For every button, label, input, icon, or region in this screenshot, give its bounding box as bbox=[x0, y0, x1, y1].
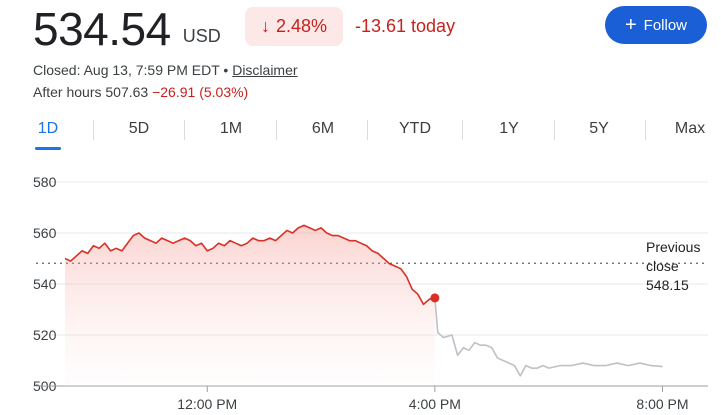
tab-1d[interactable]: 1D bbox=[33, 112, 63, 150]
tab-1m[interactable]: 1M bbox=[219, 120, 243, 137]
follow-button-label: Follow bbox=[643, 16, 688, 34]
tab-5y[interactable]: 5Y bbox=[589, 120, 609, 137]
closed-time: Closed: Aug 13, 7:59 PM EDT bbox=[33, 62, 220, 78]
range-tabs: 1D 5D 1M 6M YTD 1Y 5Y Max bbox=[0, 112, 721, 152]
regular-session-line bbox=[64, 224, 436, 306]
y-tick-label: 580 bbox=[33, 174, 57, 190]
tab-divider bbox=[276, 120, 277, 140]
y-tick-label: 520 bbox=[33, 327, 57, 343]
tab-divider bbox=[645, 120, 646, 140]
tab-divider bbox=[93, 120, 94, 140]
close-point-marker bbox=[430, 293, 440, 303]
change-absolute: -13.61 today bbox=[355, 16, 456, 36]
tab-ytd[interactable]: YTD bbox=[399, 120, 431, 137]
disclaimer-link[interactable]: Disclaimer bbox=[232, 62, 298, 78]
change-percent-badge: ↓ 2.48% bbox=[245, 7, 343, 46]
after-hours-line bbox=[434, 297, 663, 377]
closed-info: Closed: Aug 13, 7:59 PM EDT • Disclaimer bbox=[33, 62, 298, 78]
after-hours-change: −26.91 (5.03%) bbox=[152, 84, 249, 100]
follow-button[interactable]: + Follow bbox=[605, 6, 707, 44]
tab-6m[interactable]: 6M bbox=[311, 120, 335, 137]
price-row: 534.54 USD bbox=[33, 2, 221, 52]
tab-5d[interactable]: 5D bbox=[128, 120, 150, 137]
meta-separator: • bbox=[223, 62, 229, 78]
previous-close-label: Previous close 548.15 bbox=[646, 238, 700, 295]
tab-1y[interactable]: 1Y bbox=[499, 120, 519, 137]
tab-divider bbox=[367, 120, 368, 140]
change-percent-value: 2.48% bbox=[275, 16, 328, 36]
previous-close-text-line1: Previous bbox=[646, 239, 701, 255]
arrow-down-icon: ↓ bbox=[260, 16, 270, 36]
tab-divider bbox=[184, 120, 185, 140]
previous-close-value: 548.15 bbox=[646, 277, 689, 293]
x-tick-label: 4:00 PM bbox=[409, 396, 461, 412]
y-tick-label: 540 bbox=[33, 276, 57, 292]
previous-close-text-line2: close bbox=[646, 258, 679, 274]
x-tick-label: 8:00 PM bbox=[636, 396, 688, 412]
currency-label: USD bbox=[182, 26, 221, 46]
tab-divider bbox=[462, 120, 463, 140]
tab-divider bbox=[554, 120, 555, 140]
after-hours-label: After hours bbox=[33, 84, 102, 100]
regular-session-area bbox=[65, 225, 435, 386]
x-tick-label: 12:00 PM bbox=[177, 396, 237, 412]
tab-max[interactable]: Max bbox=[674, 120, 706, 137]
y-tick-label: 560 bbox=[33, 225, 57, 241]
plus-icon: + bbox=[624, 14, 637, 36]
after-hours-info: After hours 507.63 −26.91 (5.03%) bbox=[33, 84, 248, 100]
after-hours-price: 507.63 bbox=[105, 84, 149, 100]
stock-price: 534.54 bbox=[33, 3, 171, 55]
